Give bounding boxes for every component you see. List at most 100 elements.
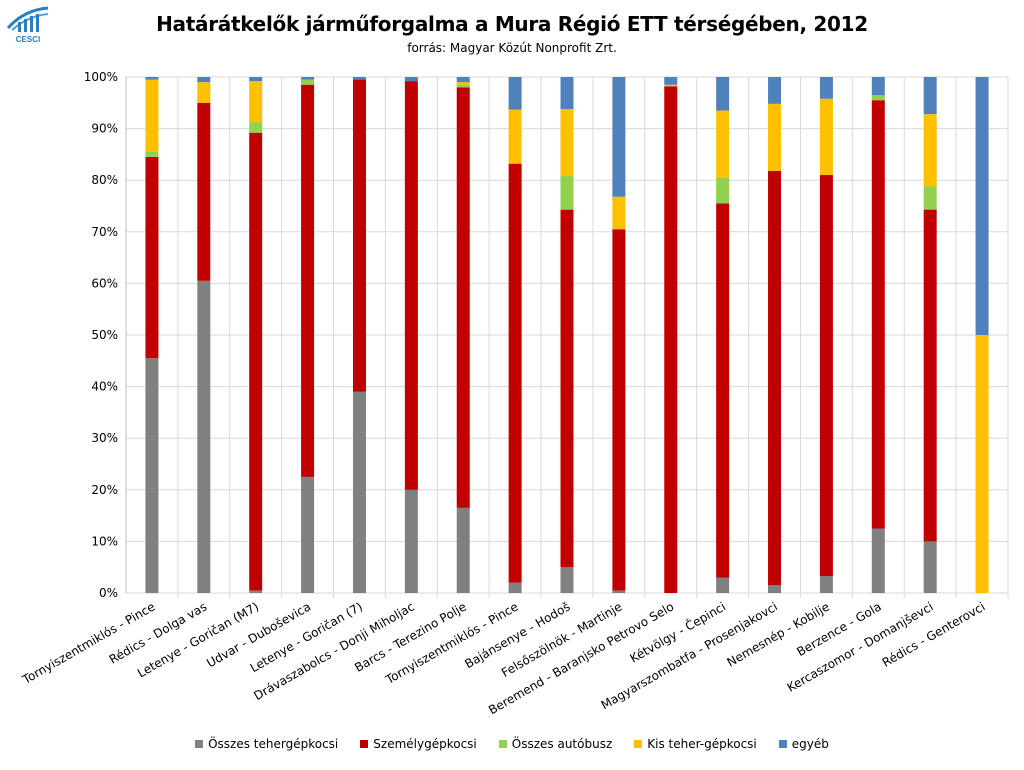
bar-segment [716, 203, 730, 578]
bar-segment [456, 82, 470, 85]
bar-segment [145, 77, 159, 80]
bar-segment [145, 358, 159, 593]
bar-segment [249, 77, 263, 82]
bar-segment [612, 229, 626, 591]
bar-segment [508, 582, 522, 593]
legend-item: Kis teher-gépkocsi [634, 737, 757, 751]
legend-label: egyéb [791, 737, 829, 751]
bar-segment [508, 109, 522, 164]
y-tick-label: 60% [91, 276, 118, 290]
bar-segment [871, 528, 885, 593]
y-tick-label: 0% [99, 586, 118, 600]
y-tick-label: 100% [84, 70, 118, 84]
bar-segment [819, 175, 833, 576]
bar-segment [404, 489, 418, 593]
legend: Összes tehergépkocsi Személygépkocsi Össze… [0, 737, 1024, 751]
bar-segment [768, 170, 782, 586]
bar-segment [197, 82, 211, 103]
bar-segment [456, 507, 470, 593]
chart-subtitle: forrás: Magyar Közút Nonprofit Zrt. [407, 41, 617, 55]
bar-segment [664, 84, 678, 87]
bar-segment [560, 108, 574, 177]
bar-segment [508, 163, 522, 583]
legend-swatch [195, 740, 204, 748]
bar-segment [249, 81, 263, 123]
bar-segment [768, 77, 782, 104]
legend-item: egyéb [778, 737, 829, 751]
bar-segment [352, 79, 366, 392]
bar-segment [145, 79, 159, 152]
bar-segment [716, 77, 730, 111]
bar-segment [923, 186, 937, 210]
y-axis-ticks: 0% 10% 20% 30% 40% 50% 60% 70% 80% 90% 100% [84, 70, 118, 600]
bar-segment [871, 95, 885, 101]
legend-item: Személygépkocsi [360, 737, 477, 751]
bar-segment [560, 77, 574, 109]
bar-segment [819, 575, 833, 593]
bar-segment [249, 132, 263, 591]
legend-swatch [498, 740, 507, 748]
bar-segment [975, 335, 989, 593]
y-tick-label: 20% [91, 483, 118, 497]
y-tick-label: 40% [91, 380, 118, 394]
bar-segment [301, 476, 315, 593]
bar-segment [404, 81, 418, 490]
bar-segment [301, 84, 315, 477]
bar-segment [249, 122, 263, 133]
bar-segment [301, 77, 315, 80]
bar-segment [923, 541, 937, 593]
bar-segment [560, 209, 574, 568]
bar-segment [768, 585, 782, 593]
bar-segment [612, 196, 626, 230]
y-tick-label: 50% [91, 328, 118, 342]
bar-segment [301, 79, 315, 85]
y-tick-label: 30% [91, 431, 118, 445]
logo-text: CESCI [16, 35, 40, 44]
stacked-bar-chart: 0% 10% 20% 30% 40% 50% 60% 70% 80% 90% 100% Tornyi… [19, 70, 1009, 718]
bar-segment [249, 590, 263, 593]
y-tick-label: 10% [91, 534, 118, 548]
bar-segment [716, 110, 730, 178]
bar-segment [923, 114, 937, 187]
bar-segment [716, 577, 730, 593]
bar-segment [560, 567, 574, 593]
chart-title: Határátkelők járműforgalma a Mura Régió … [156, 12, 868, 36]
legend-label: Összes autóbusz [511, 737, 613, 751]
bar-segment [145, 156, 159, 359]
bar-segment [612, 590, 626, 593]
bar-segment [975, 77, 989, 335]
cesci-logo: CESCI [6, 6, 49, 44]
bar-segment [197, 280, 211, 593]
bar-segment [819, 77, 833, 99]
bar-segment [404, 77, 418, 82]
bar-segment [768, 103, 782, 171]
legend-item: Összes autóbusz [498, 737, 613, 751]
bars [145, 77, 989, 594]
bar-segment [456, 84, 470, 88]
bar-segment [560, 176, 574, 210]
bar-segment [871, 100, 885, 529]
y-tick-label: 70% [91, 225, 118, 239]
bar-segment [456, 87, 470, 508]
bar-segment [508, 77, 522, 110]
bar-segment [923, 77, 937, 115]
bar-segment [197, 77, 211, 83]
y-tick-label: 90% [91, 122, 118, 136]
bar-segment [145, 151, 159, 157]
legend-swatch [360, 740, 369, 748]
bar-segment [612, 77, 626, 197]
legend-label: Személygépkocsi [373, 737, 477, 751]
bar-segment [197, 102, 211, 281]
y-tick-label: 80% [91, 173, 118, 187]
bar-segment [819, 98, 833, 176]
bar-segment [923, 209, 937, 542]
legend-swatch [634, 740, 643, 748]
legend-label: Összes tehergépkocsi [208, 737, 339, 751]
legend-label: Kis teher-gépkocsi [647, 737, 757, 751]
bar-segment [716, 177, 730, 204]
bar-segment [352, 391, 366, 593]
bar-segment [664, 77, 678, 85]
bar-segment [664, 86, 678, 594]
bar-segment [456, 77, 470, 83]
